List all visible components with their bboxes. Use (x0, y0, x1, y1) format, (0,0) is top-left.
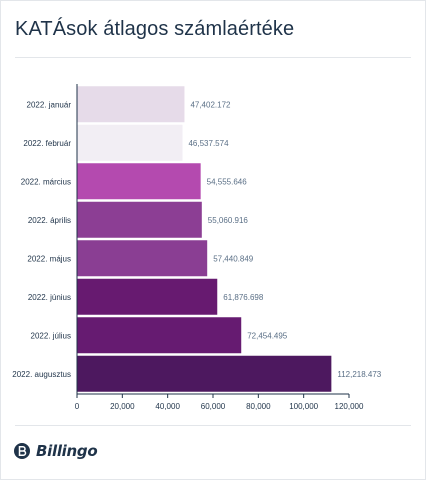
category-label: 2022. június (28, 293, 71, 302)
page-title: KATÁsok átlagos számlaértéke (15, 18, 295, 40)
value-label: 112,218.473 (337, 370, 381, 379)
bar (77, 317, 242, 354)
value-label: 61,876.698 (223, 293, 264, 302)
billingo-logo-icon (14, 443, 30, 459)
category-label: 2022. január (27, 100, 72, 109)
bar (77, 86, 185, 123)
title-divider (15, 57, 411, 58)
category-label: 2022. augusztus (12, 370, 71, 379)
brand-name: Billingo (36, 442, 98, 460)
value-label: 46,537.574 (188, 139, 229, 148)
category-label: 2022. február (23, 139, 71, 148)
bar (77, 124, 183, 161)
x-tick-label: 100,000 (289, 402, 318, 411)
bar (77, 278, 218, 315)
value-label: 57,440.849 (213, 254, 254, 263)
category-label: 2022. április (28, 216, 71, 225)
x-tick-label: 60,000 (201, 402, 226, 411)
bar (77, 240, 208, 277)
category-label: 2022. március (21, 177, 71, 186)
brand: Billingo (14, 442, 98, 460)
x-tick-label: 20,000 (110, 402, 135, 411)
value-label: 72,454.495 (247, 331, 288, 340)
value-label: 54,555.646 (207, 177, 248, 186)
bar-chart: 2022. január 47,402.172 2022. február 46,53… (12, 84, 382, 411)
bar (77, 355, 332, 392)
value-label: 55,060.916 (208, 216, 249, 225)
value-label: 47,402.172 (190, 100, 231, 109)
category-label: 2022. július (31, 331, 71, 340)
bar (77, 201, 202, 238)
bar (77, 163, 201, 200)
x-tick-label: 80,000 (246, 402, 271, 411)
category-label: 2022. május (27, 254, 71, 263)
x-tick-label: 0 (75, 402, 80, 411)
x-tick-label: 120,000 (335, 402, 364, 411)
footer-divider (15, 425, 411, 426)
x-tick-label: 40,000 (155, 402, 180, 411)
